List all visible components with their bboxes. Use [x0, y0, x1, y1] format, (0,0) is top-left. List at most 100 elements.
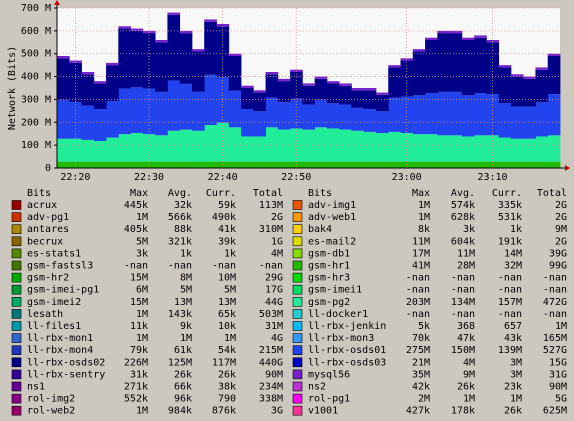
legend-header: Total [537, 188, 567, 199]
legend-swatch [292, 369, 303, 380]
legend-name: gsm-imei1 [308, 285, 362, 296]
legend-max: 42k [412, 382, 430, 393]
legend-curr: 41k [218, 224, 236, 235]
legend-name: rol-pg1 [308, 394, 350, 405]
legend-total: 440G [259, 357, 283, 368]
legend-curr: 26k [218, 369, 236, 380]
legend-max: 1M [418, 200, 430, 211]
legend-curr: 65k [218, 309, 236, 320]
stack-segment [449, 33, 463, 92]
legend-avg: 125M [168, 357, 192, 368]
stack-segment [547, 53, 561, 56]
stack-segment [363, 131, 377, 162]
legend-swatch [11, 212, 22, 222]
y-tick-label: 100 M [21, 140, 51, 151]
legend-avg: 566k [168, 212, 192, 223]
stack-segment [81, 161, 95, 168]
stack-segment [265, 74, 279, 98]
stack-segment [118, 134, 132, 162]
legend-curr: 23k [504, 382, 522, 393]
legend-header: Avg. [168, 188, 192, 199]
legend-avg: 28M [457, 261, 475, 272]
legend-curr: 876k [212, 406, 236, 417]
legend-max: 1M [136, 309, 148, 320]
legend-total: 1G [271, 236, 283, 247]
legend-max: 275M [406, 345, 430, 356]
legend-total: 165M [543, 333, 567, 344]
stack-segment [191, 51, 205, 92]
legend-avg: 1k [180, 248, 192, 259]
stack-segment [351, 161, 365, 168]
legend-total: 4M [271, 248, 283, 259]
stack-segment [351, 107, 365, 131]
stack-segment [351, 130, 365, 162]
stack-segment [142, 88, 156, 135]
legend-max: 445k [124, 200, 148, 211]
legend-swatch [11, 260, 22, 271]
legend-avg: 574k [451, 200, 475, 211]
legend-name: ll-rbx-osds02 [27, 357, 105, 368]
stack-segment [118, 161, 132, 168]
stack-segment [449, 91, 463, 136]
stack-segment [339, 129, 352, 162]
stack-segment [216, 24, 230, 27]
legend-total: 527G [543, 345, 567, 356]
stack-segment [302, 85, 316, 105]
legend-curr: 335k [498, 200, 522, 211]
stack-segment [167, 161, 181, 168]
stack-segment [375, 92, 389, 95]
stack-segment [412, 161, 426, 168]
stack-segment [277, 78, 291, 82]
stack-segment [130, 87, 144, 134]
legend-name: es-stats1 [27, 248, 81, 259]
stack-segment [290, 69, 303, 72]
stack-segment [412, 95, 426, 135]
stack-segment [326, 161, 340, 168]
stack-segment [130, 161, 144, 168]
legend-avg: 3k [463, 224, 475, 235]
legend-max: 226M [124, 357, 148, 368]
legend-avg: 628k [451, 212, 475, 223]
legend-total: 3G [271, 406, 283, 417]
legend-avg: -nan [451, 285, 475, 296]
legend-curr: -nan [498, 285, 522, 296]
stack-segment [106, 65, 119, 102]
legend-avg: 1M [463, 394, 475, 405]
legend-name: gsm-hr3 [308, 273, 350, 284]
stack-segment [265, 127, 279, 162]
stack-segment [339, 104, 352, 130]
stack-segment [547, 135, 561, 162]
legend-swatch [292, 272, 303, 283]
stack-segment [535, 161, 549, 168]
legend-swatch [292, 200, 303, 210]
legend-swatch [11, 321, 22, 331]
legend-curr: 3M [510, 357, 522, 368]
stack-segment [118, 26, 132, 29]
legend-header: Max [130, 188, 148, 199]
stack-segment [523, 106, 536, 139]
legend-total: 472G [543, 297, 567, 308]
legend-curr: 790 [218, 394, 236, 405]
legend-name: gsm-fastsl3 [27, 261, 93, 272]
legend-name: adv-pg1 [27, 212, 69, 223]
legend-avg: 134M [451, 297, 475, 308]
legend-max: 31k [130, 369, 148, 380]
legend-max: 405k [124, 224, 148, 235]
legend-header: Bits [308, 188, 332, 199]
stack-segment [228, 53, 242, 56]
stack-segment [400, 60, 414, 97]
stack-segment [93, 161, 107, 168]
legend-swatch [292, 321, 303, 331]
legend-max: 5k [418, 321, 430, 332]
legend-name: antares [27, 224, 69, 235]
stack-segment [241, 88, 254, 110]
legend-swatch [11, 272, 22, 283]
legend-total: 9M [555, 224, 567, 235]
stack-segment [106, 62, 119, 66]
stack-segment [461, 161, 475, 168]
legend-total: 44G [265, 297, 283, 308]
y-tick-label: 400 M [21, 72, 51, 83]
legend-avg: 9k [180, 321, 192, 332]
legend-swatch [292, 405, 303, 416]
legend-curr: -nan [498, 309, 522, 320]
